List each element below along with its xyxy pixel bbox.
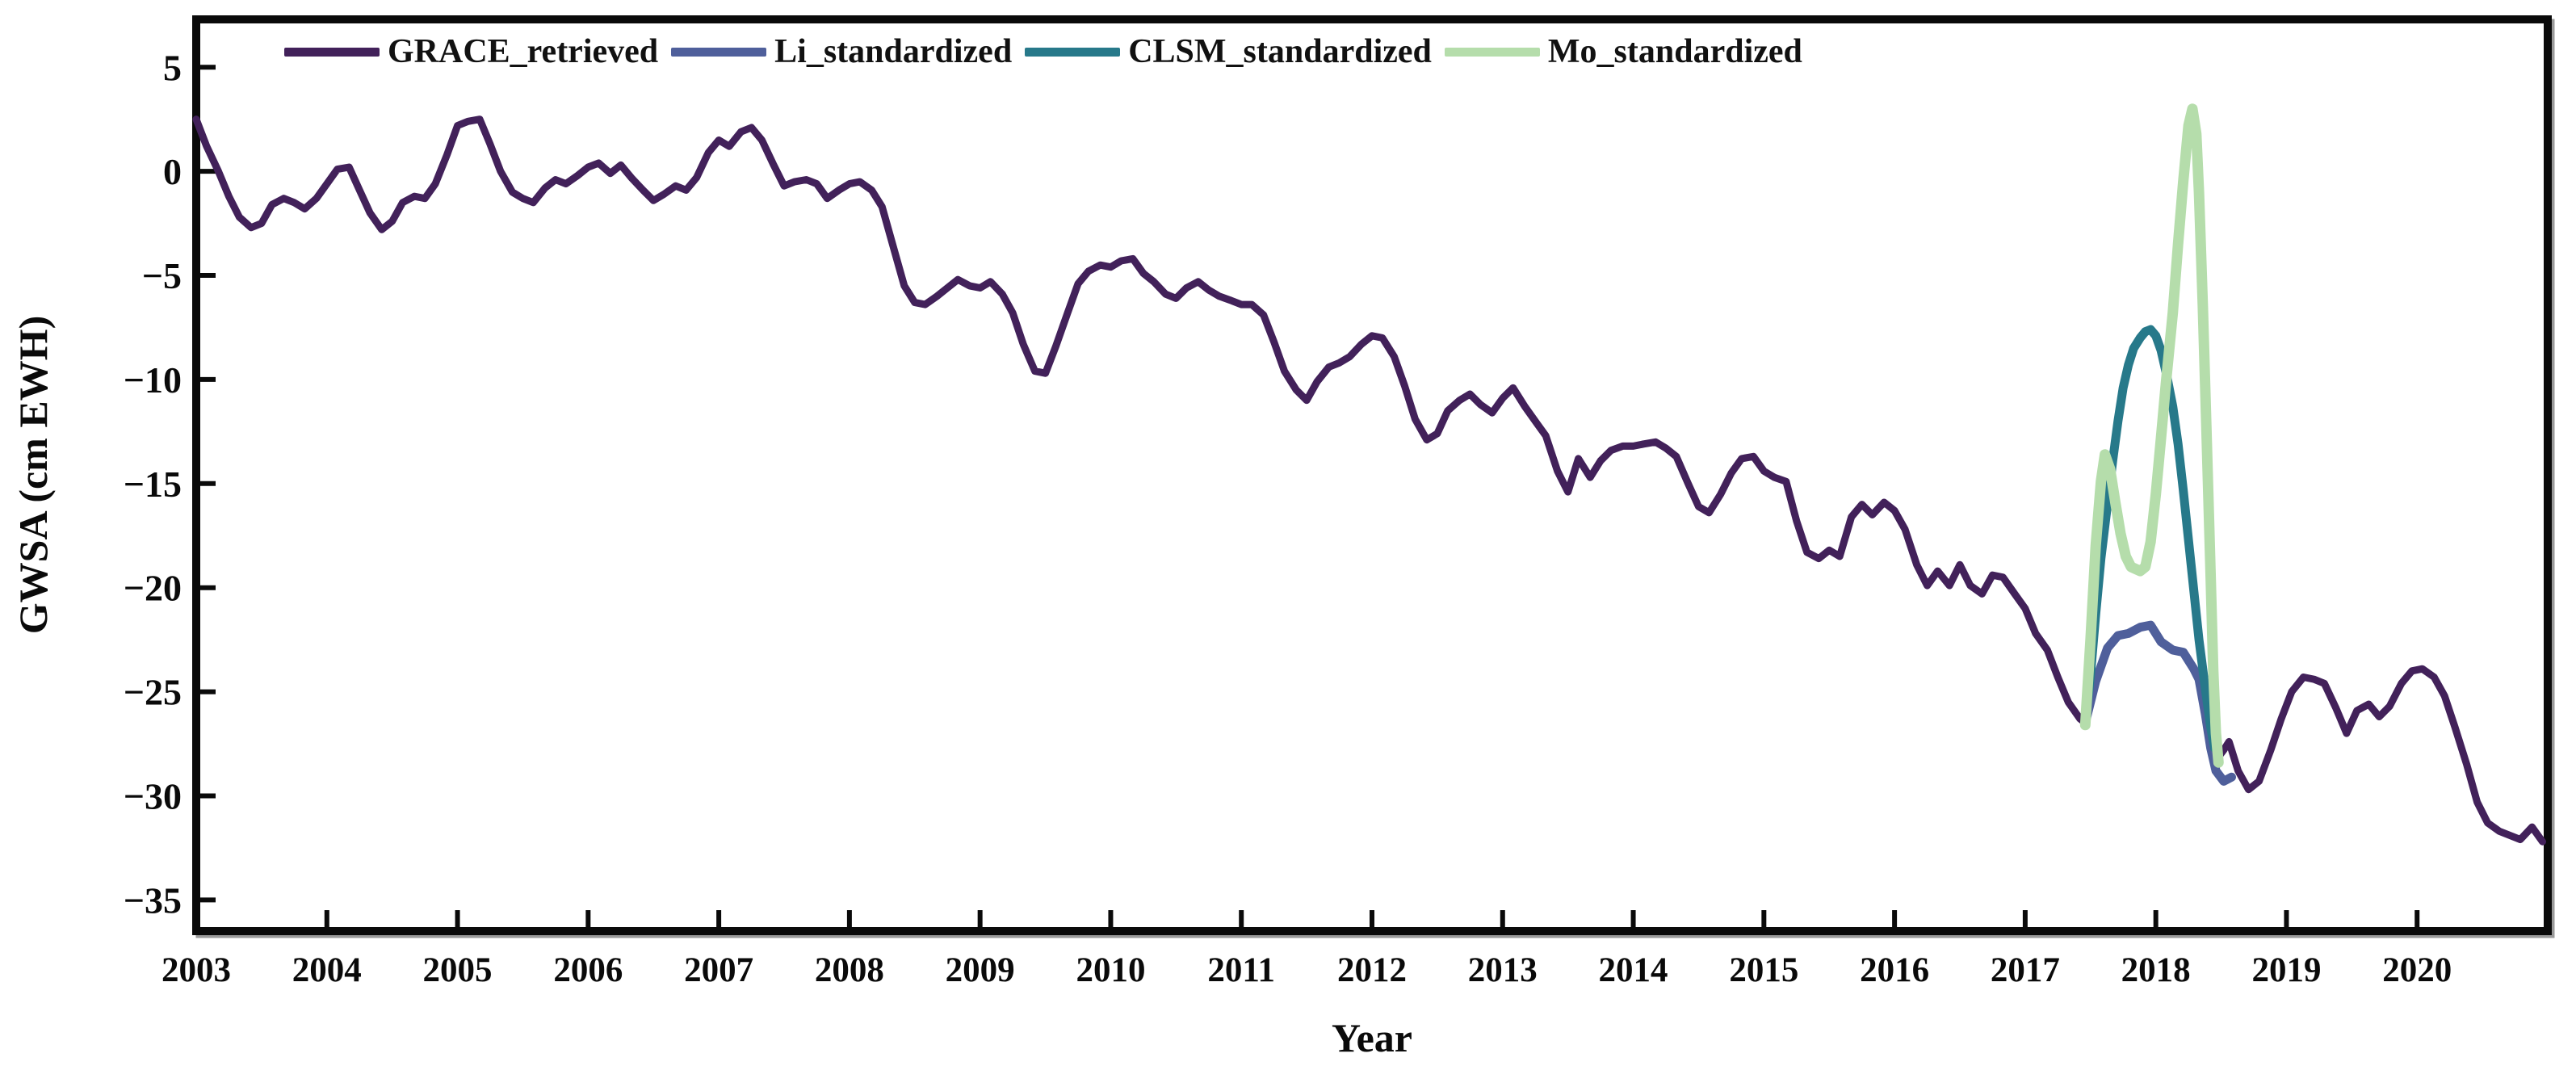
- x-tick-label: 2017: [1991, 951, 2060, 989]
- x-tick-label: 2018: [2121, 951, 2191, 989]
- y-tick-label: −10: [124, 359, 182, 401]
- y-tick-label: 0: [163, 151, 182, 192]
- x-axis-title: Year: [1332, 1015, 1412, 1060]
- y-tick-label: −15: [124, 464, 182, 505]
- series-lines: [192, 103, 2546, 846]
- x-tick-label: 2007: [684, 951, 753, 989]
- series-line-Li_standardized: [2080, 620, 2236, 786]
- x-tick-label: 2004: [292, 951, 362, 989]
- series-line-Mo_standardized: [2079, 103, 2224, 768]
- mo-line-swatch: [1444, 47, 1540, 57]
- legend-label-grace: GRACE_retrieved: [388, 33, 659, 70]
- legend-item-grace: GRACE_retrieved: [284, 32, 658, 71]
- clsm-line-swatch: [1025, 47, 1121, 57]
- x-tick-label: 2019: [2251, 951, 2321, 989]
- legend-item-mo: Mo_standardized: [1444, 32, 1802, 71]
- x-tick-label: 2005: [423, 951, 493, 989]
- y-tick-label: 5: [163, 47, 182, 88]
- li-line-swatch: [671, 47, 767, 57]
- chart-legend: GRACE_retrieved Li_standardized CLSM_sta…: [284, 32, 1802, 71]
- x-tick-label: 2010: [1076, 951, 1145, 989]
- x-tick-label: 2013: [1468, 951, 1538, 989]
- x-tick-label: 2006: [553, 951, 623, 989]
- series-line-GRACE_retrieved: [192, 115, 2089, 727]
- legend-label-clsm: CLSM_standardized: [1128, 33, 1432, 70]
- legend-item-clsm: CLSM_standardized: [1025, 32, 1432, 71]
- legend-label-li: Li_standardized: [774, 33, 1013, 70]
- y-axis-title: GWSA (cm EWH): [10, 316, 56, 634]
- x-tick-label: 2008: [815, 951, 884, 989]
- series-line-GRACE_retrieved: [2212, 665, 2546, 846]
- y-tick-label: −25: [124, 672, 182, 713]
- legend-label-mo: Mo_standardized: [1547, 33, 1802, 70]
- axis-ticks: 5 0 −5 −10 −15 −20 −25 −30 −35 2003 2004 2005 2006 20…: [124, 47, 2452, 989]
- series-line-CLSM_standardized: [2080, 325, 2219, 753]
- x-tick-label: 2016: [1860, 951, 1929, 989]
- x-tick-label: 2009: [946, 951, 1015, 989]
- x-tick-label: 2014: [1599, 951, 1668, 989]
- x-tick-label: 2020: [2382, 951, 2452, 989]
- legend-item-li: Li_standardized: [671, 32, 1012, 71]
- y-tick-label: −5: [142, 255, 182, 296]
- x-tick-label: 2015: [1729, 951, 1798, 989]
- x-tick-label: 2011: [1207, 951, 1275, 989]
- y-tick-label: −20: [124, 568, 182, 609]
- grace-line-swatch: [284, 47, 380, 57]
- x-tick-label: 2003: [162, 951, 231, 989]
- y-tick-label: −35: [124, 879, 182, 921]
- x-tick-label: 2012: [1337, 951, 1407, 989]
- y-tick-label: −30: [124, 775, 182, 816]
